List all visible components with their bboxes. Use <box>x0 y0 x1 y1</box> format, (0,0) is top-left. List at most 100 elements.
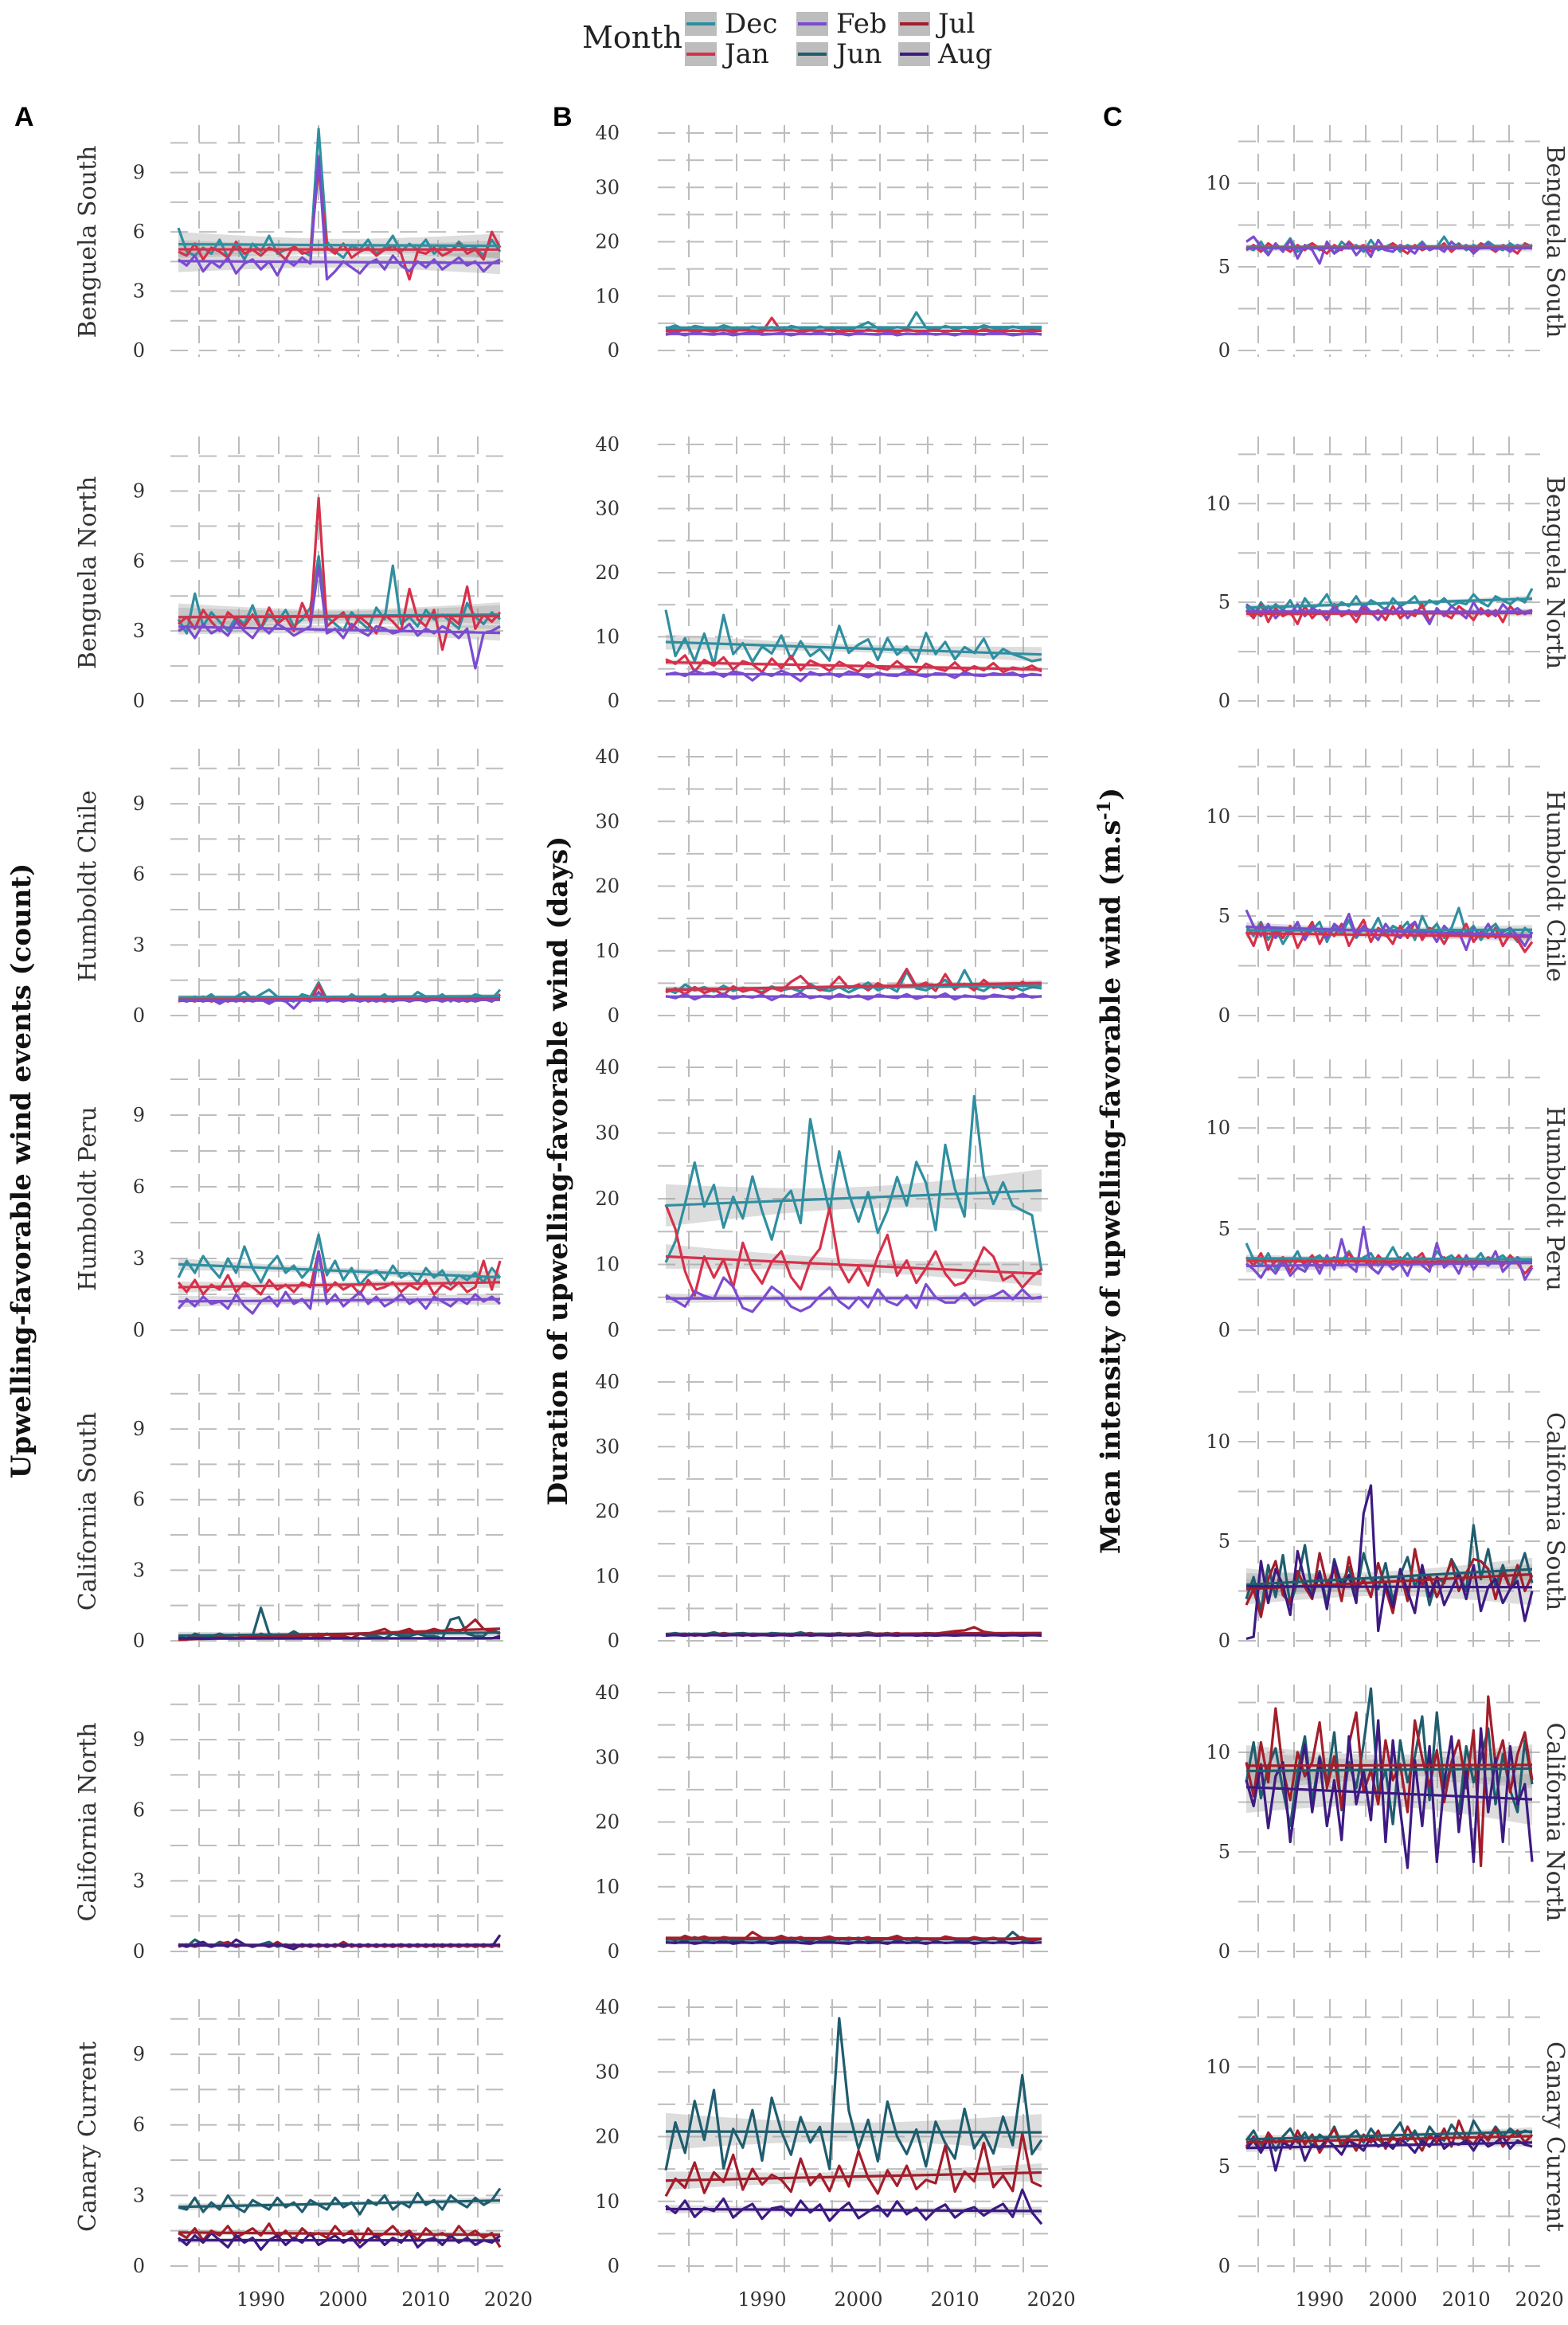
legend-title: Month <box>582 20 682 55</box>
x-tick-label: 2010 <box>931 2288 980 2311</box>
trend-line-feb <box>178 1298 501 1303</box>
trend-line-jan <box>665 1254 1042 1275</box>
y-tick-label: 5 <box>1218 256 1230 278</box>
trend-line-dec <box>665 640 1042 656</box>
y-tick-label: 40 <box>595 1681 620 1704</box>
y-tick-label: 9 <box>133 162 145 184</box>
facet-label: California North <box>74 1723 102 1922</box>
trend-line-dec <box>665 1189 1042 1208</box>
y-tick-label: 0 <box>1218 1319 1230 1341</box>
y-tick-label: 5 <box>1218 905 1230 927</box>
x-tick-label: 2020 <box>484 2288 533 2311</box>
y-tick-label: 0 <box>133 2255 145 2277</box>
facet-california-south: 0 5 10 California South <box>1206 1374 1568 1652</box>
trend-line-feb <box>665 672 1042 676</box>
trend-line-dec <box>178 1262 501 1279</box>
facet-benguela-north: 010203040Benguela North <box>595 433 1050 712</box>
y-tick-label: 10 <box>595 626 620 648</box>
trend-line-jan <box>1245 932 1533 938</box>
y-tick-label: 40 <box>595 122 620 144</box>
y-tick-label: 30 <box>595 1435 620 1458</box>
trend-line-jan <box>665 981 1042 992</box>
facet-california-north: 010203040California North <box>595 1681 1050 1963</box>
trend-line-jul <box>178 2231 501 2237</box>
facet-label: Canary Current <box>74 2041 102 2232</box>
series-line-dec <box>664 1094 1043 1272</box>
y-tick-label: 20 <box>595 1501 620 1523</box>
y-tick-label: 20 <box>595 1188 620 1210</box>
y-axis-title-intensity: Mean intensity of upwelling-favorable wi… <box>1094 788 1127 1554</box>
y-tick-label: 3 <box>133 1559 145 1581</box>
facet-humboldt-peru: 0 3 6 9 Humboldt Peru <box>74 1059 508 1341</box>
facet-humboldt-peru: 0 5 10 Humboldt Peru <box>1206 1059 1568 1341</box>
trend-line-jun <box>178 2199 501 2209</box>
legend-item-jul: Jul <box>898 8 975 40</box>
facet-label: California South <box>1541 1412 1568 1611</box>
y-tick-label: 10 <box>1206 1431 1230 1453</box>
trend-line-jan <box>178 1281 501 1289</box>
facet-label: Humboldt Chile <box>74 790 102 982</box>
y-tick-label: 9 <box>133 1418 145 1440</box>
panel-label-a: A <box>14 102 34 132</box>
y-tick-label: 6 <box>133 221 145 243</box>
y-tick-label: 0 <box>133 690 145 712</box>
y-tick-label: 40 <box>595 1371 620 1393</box>
legend-item-jun: Jun <box>796 38 882 70</box>
y-tick-label: 20 <box>595 2126 620 2148</box>
legend-label: Jun <box>834 38 882 70</box>
legend-label: Feb <box>836 8 887 40</box>
facet-california-south: 010203040California South <box>595 1371 1050 1652</box>
y-tick-label: 10 <box>1206 1117 1230 1139</box>
series-line-feb <box>178 155 501 281</box>
facet-label: Canary Current <box>1541 2041 1568 2232</box>
y-tick-label: 10 <box>595 1254 620 1276</box>
facet-canary-current: 0 5 10 Canary Current <box>1206 1999 1568 2277</box>
x-tick-label: 1990 <box>237 2288 285 2311</box>
trend-line-jul <box>665 1936 1042 1940</box>
x-tick-label: 2000 <box>835 2288 883 2311</box>
y-axis-title-duration: Duration of upwelling-favorable wind (da… <box>542 836 574 1505</box>
facet-benguela-north: 0 5 10 Benguela North <box>1206 436 1568 712</box>
facet-benguela-south: 0 5 10 Benguela South <box>1206 125 1568 362</box>
y-tick-label: 3 <box>133 934 145 956</box>
facet-label: Benguela South <box>1541 146 1568 339</box>
trend-line-jan <box>665 660 1042 671</box>
y-tick-label: 0 <box>608 339 620 362</box>
facet-canary-current: 010203040Canary Current <box>595 1996 1050 2277</box>
y-tick-label: 5 <box>1218 1841 1230 1863</box>
legend-label: Aug <box>937 38 992 70</box>
facet-canary-current: 0 3 6 9 Canary Current <box>74 1999 508 2277</box>
y-tick-label: 0 <box>1218 1940 1230 1963</box>
trend-line-feb <box>1245 1261 1533 1268</box>
x-tick-label: 1990 <box>1296 2288 1344 2311</box>
legend-label: Jan <box>722 38 769 70</box>
y-tick-label: 3 <box>133 1869 145 1892</box>
y-tick-label: 20 <box>595 231 620 253</box>
y-tick-label: 0 <box>133 1940 145 1963</box>
x-tick-label: 2010 <box>401 2288 450 2311</box>
y-tick-label: 9 <box>133 1104 145 1126</box>
facet-california-north: 0 5 10 California North <box>1206 1685 1568 1963</box>
y-tick-label: 0 <box>608 1940 620 1963</box>
y-tick-label: 10 <box>595 285 620 307</box>
legend-item-dec: Dec <box>685 8 777 40</box>
legend-item-feb: Feb <box>796 8 887 40</box>
facet-humboldt-chile: 010203040Humboldt Chile <box>595 746 1050 1027</box>
y-tick-label: 30 <box>595 2061 620 2083</box>
y-tick-label: 5 <box>1218 2155 1230 2178</box>
y-tick-label: 30 <box>595 1746 620 1768</box>
y-tick-label: 0 <box>608 1319 620 1341</box>
trend-line-dec <box>178 243 501 248</box>
series-line-jan <box>664 1204 1043 1297</box>
y-tick-label: 10 <box>595 1565 620 1587</box>
trend-line-aug <box>178 1943 501 1947</box>
trend-line-dec <box>1245 597 1533 609</box>
y-tick-label: 3 <box>133 2184 145 2206</box>
trend-line-dec <box>1245 1257 1533 1261</box>
y-tick-label: 6 <box>133 1489 145 1511</box>
y-tick-label: 0 <box>608 690 620 712</box>
facet-label: California South <box>74 1412 102 1611</box>
y-tick-label: 0 <box>608 2255 620 2277</box>
plot-area: 0 3 6 9 Benguela South 0 3 6 9 Benguela North 0 3 6 9… <box>74 122 1568 2311</box>
